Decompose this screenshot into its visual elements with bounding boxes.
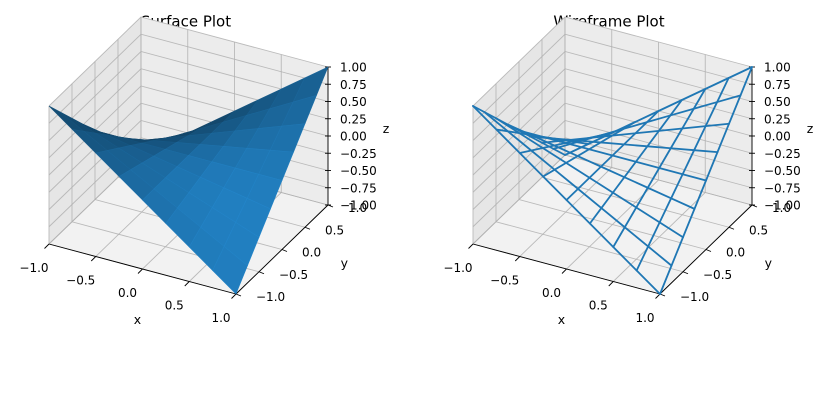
y-tick-label: 1.0 <box>348 201 367 215</box>
wire-line-y <box>529 135 719 154</box>
z-tick-label: −0.50 <box>764 164 801 178</box>
surface-chart: Surface Plot−1.0−0.50.00.51.0x−1.0−0.50.… <box>19 13 389 328</box>
wireframe-lines <box>472 66 753 295</box>
z-tick-label: −0.75 <box>764 181 801 195</box>
z-tick-label: 0.75 <box>764 78 791 92</box>
z-axis-label: z <box>383 121 390 136</box>
z-tick-label: 0.50 <box>340 95 367 109</box>
y-tick <box>258 271 265 275</box>
x-tick-label: 1.0 <box>211 311 230 325</box>
y-tick <box>728 226 735 230</box>
y-tick-label: −0.5 <box>279 268 308 282</box>
z-tick-label: −1.00 <box>340 199 377 213</box>
z-axis-label: z <box>807 121 814 136</box>
y-tick-label: 0.0 <box>726 246 745 260</box>
wire-line-y <box>541 122 730 144</box>
x-tick <box>561 268 567 274</box>
wire-line-y <box>483 111 673 267</box>
x-tick <box>655 293 661 299</box>
y-tick <box>705 249 712 252</box>
x-tick <box>184 281 190 287</box>
x-axis-label: x <box>558 312 565 327</box>
wire-line-y <box>552 94 742 150</box>
y-tick <box>304 226 311 230</box>
y-tick <box>281 249 288 252</box>
x-tick <box>608 281 614 287</box>
wireframe-chart: Wireframe Plot−1.0−0.50.00.51.0x−1.0−0.5… <box>443 13 813 328</box>
surface-patch <box>212 245 248 295</box>
x-tick-label: 0.0 <box>118 286 137 300</box>
y-axis-label: y <box>765 255 773 270</box>
axes: −1.0 −0.5 0.0 0.5 1.0 x −1.0 −0.5 0.0 0.5 1.0 y −1.0… <box>443 61 813 328</box>
z-tick-label: −0.50 <box>340 164 377 178</box>
x-tick-label: −0.5 <box>66 274 95 288</box>
y-tick-label: 1.0 <box>772 201 791 215</box>
z-tick-label: 0.00 <box>340 130 367 144</box>
wire-line-y <box>506 123 696 210</box>
axes: −1.0 −0.5 0.0 0.5 1.0 x −1.0 −0.5 0.0 0.5 1.0 y −1.0… <box>19 61 389 328</box>
x-tick <box>137 268 143 274</box>
z-tick-label: 0.00 <box>764 130 791 144</box>
x-tick <box>231 293 237 299</box>
x-tick-label: −1.0 <box>443 261 472 275</box>
z-tick-label: −0.75 <box>340 181 377 195</box>
x-tick <box>90 256 97 262</box>
x-tick-label: −0.5 <box>490 274 519 288</box>
y-tick-label: −0.5 <box>703 268 732 282</box>
z-tick-label: 0.25 <box>340 112 367 126</box>
z-tick-label: −1.00 <box>764 199 801 213</box>
x-tick-label: 0.5 <box>589 299 608 313</box>
z-tick-label: 1.00 <box>340 61 367 75</box>
wire-line-y <box>564 66 753 156</box>
y-tick-label: −1.0 <box>256 290 285 304</box>
y-tick-label: 0.5 <box>749 223 768 237</box>
z-tick-label: 0.50 <box>764 95 791 109</box>
x-tick-label: 1.0 <box>635 311 654 325</box>
x-tick-label: −1.0 <box>19 261 48 275</box>
y-grid-line <box>518 61 707 250</box>
y-tick <box>235 293 242 297</box>
y-axis-label: y <box>341 255 349 270</box>
z-tick-label: 0.75 <box>340 78 367 92</box>
y-tick-label: 0.0 <box>302 246 321 260</box>
y-grid-line <box>71 83 260 273</box>
y-tick-label: 0.5 <box>325 223 344 237</box>
z-tick-label: 1.00 <box>764 61 791 75</box>
z-tick-label: −0.25 <box>340 147 377 161</box>
wire-line-y <box>472 105 661 295</box>
y-tick <box>682 271 689 275</box>
y-grid-line <box>541 39 730 228</box>
z-tick-label: 0.25 <box>764 112 791 126</box>
x-tick <box>44 243 50 249</box>
x-tick-label: 0.5 <box>165 299 184 313</box>
x-tick <box>514 256 521 262</box>
y-tick-label: −1.0 <box>680 290 709 304</box>
x-tick-label: 0.0 <box>542 286 561 300</box>
surface-patches <box>48 66 329 295</box>
x-axis-label: x <box>134 312 141 327</box>
wire-line-y <box>495 117 684 239</box>
z-tick-label: −0.25 <box>764 147 801 161</box>
x-tick <box>468 243 474 249</box>
